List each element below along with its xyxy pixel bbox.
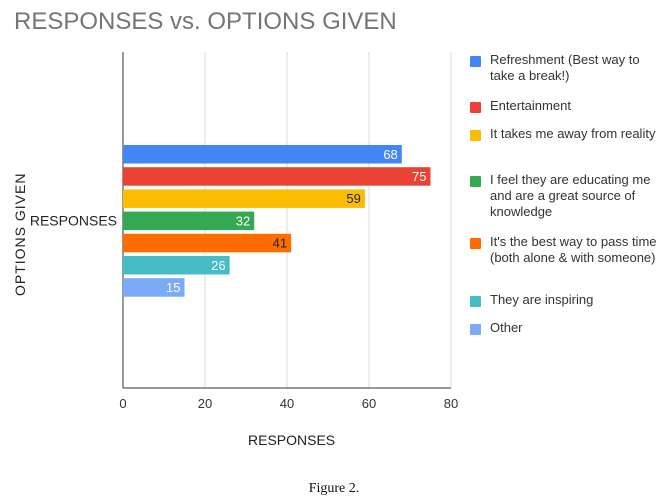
x-tick-label: 80 [444, 396, 458, 411]
legend-swatch [470, 296, 481, 307]
legend-item: I feel they are educating me and are a g… [470, 172, 660, 220]
legend-item: Refreshment (Best way to take a break!) [470, 52, 660, 84]
legend-label: Refreshment (Best way to take a break!) [490, 52, 640, 83]
legend-swatch [470, 130, 481, 141]
data-label: 26 [211, 258, 225, 273]
data-label: 68 [383, 147, 397, 162]
category-label: RESPONSES [30, 212, 117, 228]
legend-swatch [470, 102, 481, 113]
legend-swatch [470, 56, 481, 67]
legend-swatch [470, 324, 481, 335]
legend-label: I feel they are educating me and are a g… [490, 172, 651, 219]
bar [123, 145, 402, 164]
legend-item: They are inspiring [470, 292, 593, 308]
legend-item: Other [470, 320, 523, 336]
x-tick-label: 60 [362, 396, 376, 411]
legend-label: They are inspiring [490, 292, 594, 307]
x-axis-label: RESPONSES [248, 432, 336, 448]
figure-caption: Figure 2. [308, 481, 360, 496]
chart-title: RESPONSES vs. OPTIONS GIVEN [14, 8, 397, 35]
bar [123, 167, 431, 186]
bar [123, 278, 185, 297]
legend-swatch [470, 238, 481, 249]
legend-label: Other [490, 320, 523, 335]
legend-swatch [470, 176, 481, 187]
bar [123, 211, 255, 231]
bar [123, 189, 365, 208]
data-label: 75 [412, 169, 426, 184]
data-label: 32 [236, 213, 250, 228]
x-tick-label: 20 [198, 396, 212, 411]
bar [123, 233, 292, 253]
legend-label: Entertainment [490, 98, 571, 113]
data-label: 59 [346, 191, 360, 206]
x-tick-label: 0 [119, 396, 126, 411]
bar [123, 256, 230, 275]
legend-item: It's the best way to pass time (both alo… [470, 234, 660, 266]
legend-item: Entertainment [470, 98, 571, 114]
legend-label: It's the best way to pass time (both alo… [490, 234, 657, 265]
x-tick-label: 40 [280, 396, 294, 411]
data-label: 15 [166, 280, 180, 295]
data-label: 41 [273, 236, 287, 251]
legend-label: It takes me away from reality [490, 126, 656, 141]
legend-item: It takes me away from reality [470, 126, 655, 142]
